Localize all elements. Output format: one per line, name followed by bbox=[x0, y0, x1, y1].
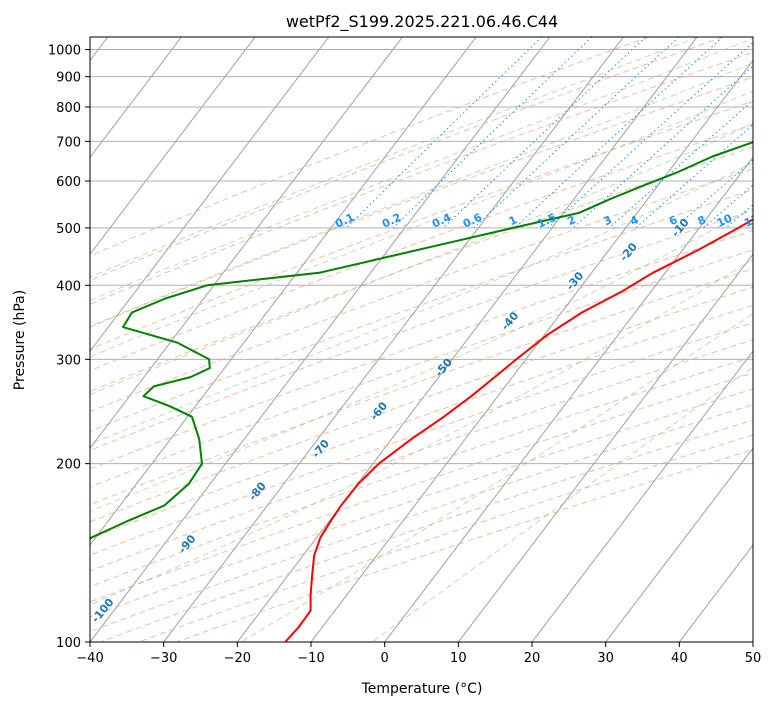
plot-frame bbox=[89, 36, 754, 643]
dry-adiabat-line bbox=[90, 388, 753, 618]
x-tick-label: 50 bbox=[745, 651, 762, 666]
moist-adiabat-line bbox=[90, 258, 753, 606]
y-tick-label: 500 bbox=[56, 222, 81, 237]
x-tick-label: −30 bbox=[150, 651, 177, 666]
mixing-ratio-label: 10 bbox=[715, 211, 735, 229]
moist-adiabat-line bbox=[240, 312, 753, 642]
x-axis-label: Temperature (°C) bbox=[361, 681, 483, 697]
dry-adiabat-line bbox=[90, 123, 753, 372]
y-tick-label: 400 bbox=[56, 279, 81, 294]
dry-adiabat-label: -20 bbox=[617, 240, 640, 264]
isotherm-line bbox=[90, 37, 182, 159]
y-tick-label: 300 bbox=[56, 353, 81, 368]
isotherm-line bbox=[236, 37, 698, 642]
isotherm-line bbox=[605, 447, 753, 642]
dewpoint-profile-line bbox=[90, 141, 753, 541]
isotherm-line bbox=[90, 37, 403, 449]
isotherm-line bbox=[90, 37, 330, 353]
mixing-ratio-label: 13 bbox=[742, 212, 761, 230]
y-tick-label: 800 bbox=[56, 101, 81, 116]
isotherm-line bbox=[678, 544, 753, 642]
x-tick-label: 10 bbox=[450, 651, 467, 666]
mixing-ratio-label: 16 bbox=[764, 211, 775, 229]
x-tick-label: −20 bbox=[224, 651, 251, 666]
mixing-ratio-line bbox=[514, 37, 723, 229]
dry-adiabat-line bbox=[90, 339, 753, 572]
y-tick-label: 900 bbox=[56, 71, 81, 86]
chart-title: wetPf2_S199.2025.221.06.46.C44 bbox=[286, 12, 558, 32]
x-tick-label: −10 bbox=[297, 651, 324, 666]
x-tick-label: 0 bbox=[381, 651, 389, 666]
dry-adiabat-label: -80 bbox=[246, 479, 269, 503]
dry-adiabat-label: -70 bbox=[309, 437, 332, 461]
mixing-ratio-label: 2 bbox=[565, 213, 577, 228]
dry-adiabat-line bbox=[90, 37, 724, 281]
mixing-ratio-line bbox=[702, 184, 753, 229]
dry-adiabat-label: -60 bbox=[367, 399, 390, 423]
isotherm-line bbox=[90, 37, 551, 642]
mixing-ratio-line bbox=[473, 37, 680, 229]
mixing-ratio-line bbox=[635, 124, 753, 229]
y-axis-label: Pressure (hPa) bbox=[12, 290, 28, 390]
moist-adiabat-line bbox=[90, 207, 753, 512]
x-tick-label: 30 bbox=[597, 651, 614, 666]
dry-adiabat-label: -90 bbox=[176, 532, 199, 556]
y-tick-label: 1000 bbox=[48, 44, 81, 59]
dry-adiabat-line bbox=[90, 322, 753, 556]
isotherm-line bbox=[457, 253, 753, 642]
y-tick-label: 100 bbox=[56, 636, 81, 651]
x-tick-label: 20 bbox=[524, 651, 541, 666]
moist-adiabat-line bbox=[371, 366, 753, 642]
dry-adiabat-line bbox=[90, 404, 753, 633]
dry-adiabat-label: -100 bbox=[89, 596, 117, 626]
y-tick-label: 600 bbox=[56, 175, 81, 190]
moist-adiabat-line bbox=[90, 37, 753, 301]
mixing-ratio-label: 4 bbox=[628, 213, 641, 228]
temperature-profile-line bbox=[284, 218, 753, 642]
dry-adiabat-line bbox=[100, 419, 753, 642]
moist-adiabat-line bbox=[90, 123, 753, 396]
y-tick-label: 700 bbox=[56, 135, 81, 150]
x-tick-label: −40 bbox=[76, 651, 103, 666]
mixing-ratio-line bbox=[572, 65, 753, 229]
mixing-ratio-line bbox=[752, 227, 753, 228]
dry-adiabat-line bbox=[176, 449, 753, 642]
dry-adiabat-line bbox=[138, 434, 753, 642]
isotherm-line bbox=[752, 641, 753, 642]
isotherm-line bbox=[90, 37, 256, 256]
dry-adiabat-label: -40 bbox=[499, 309, 522, 333]
mixing-ratio-line bbox=[392, 37, 593, 229]
dry-adiabat-line bbox=[90, 372, 753, 603]
x-tick-label: 40 bbox=[671, 651, 688, 666]
dry-adiabat-line bbox=[90, 51, 753, 305]
plot-area: 0.10.20.40.611.52346810131620253036-100-… bbox=[89, 37, 775, 642]
isotherm-line bbox=[90, 37, 477, 546]
isotherm-line bbox=[163, 37, 624, 642]
dry-adiabat-line bbox=[90, 356, 753, 588]
dry-adiabat-line bbox=[90, 37, 649, 257]
isotherm-line bbox=[384, 156, 753, 642]
moist-adiabat-line bbox=[90, 90, 753, 358]
mixing-ratio-line bbox=[345, 37, 542, 229]
isotherm-line bbox=[531, 350, 753, 642]
y-tick-label: 200 bbox=[56, 458, 81, 473]
mixing-ratio-line bbox=[608, 99, 753, 229]
mixing-ratio-line bbox=[674, 159, 753, 229]
mixing-ratio-line bbox=[442, 37, 646, 229]
dry-adiabat-line bbox=[90, 304, 753, 540]
